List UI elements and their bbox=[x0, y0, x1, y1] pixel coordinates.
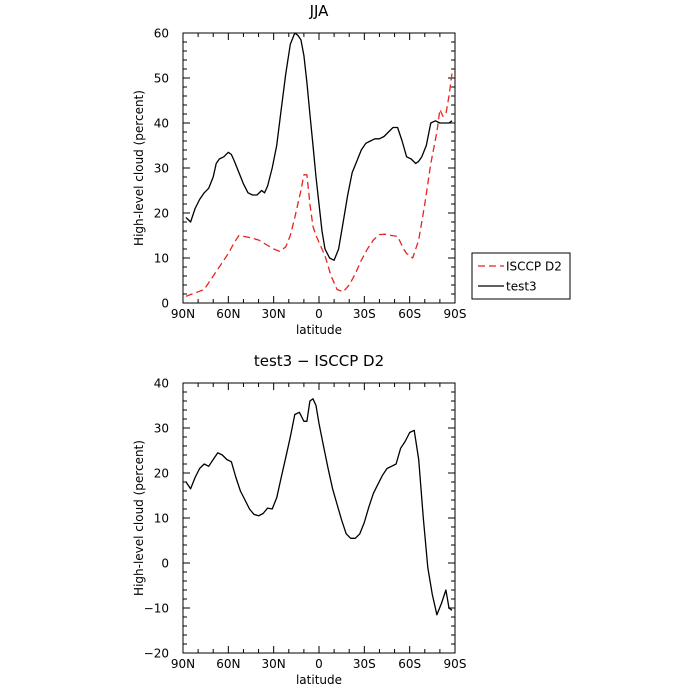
x-tick-label: 90S bbox=[444, 657, 467, 671]
legend-entry-label: test3 bbox=[506, 280, 537, 294]
y-tick-label: 0 bbox=[161, 557, 169, 571]
series-line-test3 bbox=[185, 32, 453, 261]
x-axis-label: latitude bbox=[296, 673, 342, 687]
y-tick-label: 30 bbox=[154, 162, 169, 176]
x-tick-label: 0 bbox=[315, 657, 323, 671]
y-axis-label: High-level cloud (percent) bbox=[132, 90, 146, 246]
y-tick-label: 30 bbox=[154, 422, 169, 436]
y-tick-label: 10 bbox=[154, 512, 169, 526]
x-tick-label: 30N bbox=[262, 307, 286, 321]
y-tick-label: 40 bbox=[154, 117, 169, 131]
legend-box bbox=[471, 252, 571, 300]
y-tick-label: 10 bbox=[154, 252, 169, 266]
series-line-isccp-d2 bbox=[185, 73, 453, 297]
y-tick-label: 20 bbox=[154, 207, 169, 221]
chart-title: JJA bbox=[309, 2, 330, 20]
x-tick-label: 30N bbox=[262, 657, 286, 671]
y-tick-label: 60 bbox=[154, 27, 169, 41]
series-line-series-0 bbox=[185, 398, 453, 616]
top-panel: JJA 90N 60N 30N 0 30S 60S 90S 0 10 20 30 40 50 60 latit… bbox=[132, 2, 466, 337]
x-tick-label: 60S bbox=[398, 657, 421, 671]
plot-frame bbox=[182, 32, 456, 304]
x-tick-label: 90N bbox=[171, 657, 195, 671]
legend: ISCCP D2 test3 bbox=[471, 252, 571, 300]
x-tick-label: 60N bbox=[216, 307, 240, 321]
x-tick-label: 60N bbox=[216, 657, 240, 671]
x-tick-label: 60S bbox=[398, 307, 421, 321]
y-tick-label: 20 bbox=[154, 467, 169, 481]
x-tick-label: 0 bbox=[315, 307, 323, 321]
x-axis-label: latitude bbox=[296, 323, 342, 337]
x-tick-label: 30S bbox=[353, 657, 376, 671]
legend-entry-label: ISCCP D2 bbox=[506, 260, 562, 274]
x-tick-label: 90S bbox=[444, 307, 467, 321]
y-tick-label: 0 bbox=[161, 297, 169, 311]
chart-title: test3 − ISCCP D2 bbox=[254, 352, 384, 370]
y-tick-label: 50 bbox=[154, 72, 169, 86]
bottom-panel: test3 − ISCCP D2 90N 60N 30N 0 30S 60S 90S −20 −1… bbox=[132, 352, 466, 687]
y-tick-label: −10 bbox=[144, 602, 169, 616]
y-tick-label: −20 bbox=[144, 647, 169, 661]
x-tick-label: 90N bbox=[171, 307, 195, 321]
y-tick-label: 40 bbox=[154, 377, 169, 391]
y-axis-label: High-level cloud (percent) bbox=[132, 440, 146, 596]
x-tick-label: 30S bbox=[353, 307, 376, 321]
